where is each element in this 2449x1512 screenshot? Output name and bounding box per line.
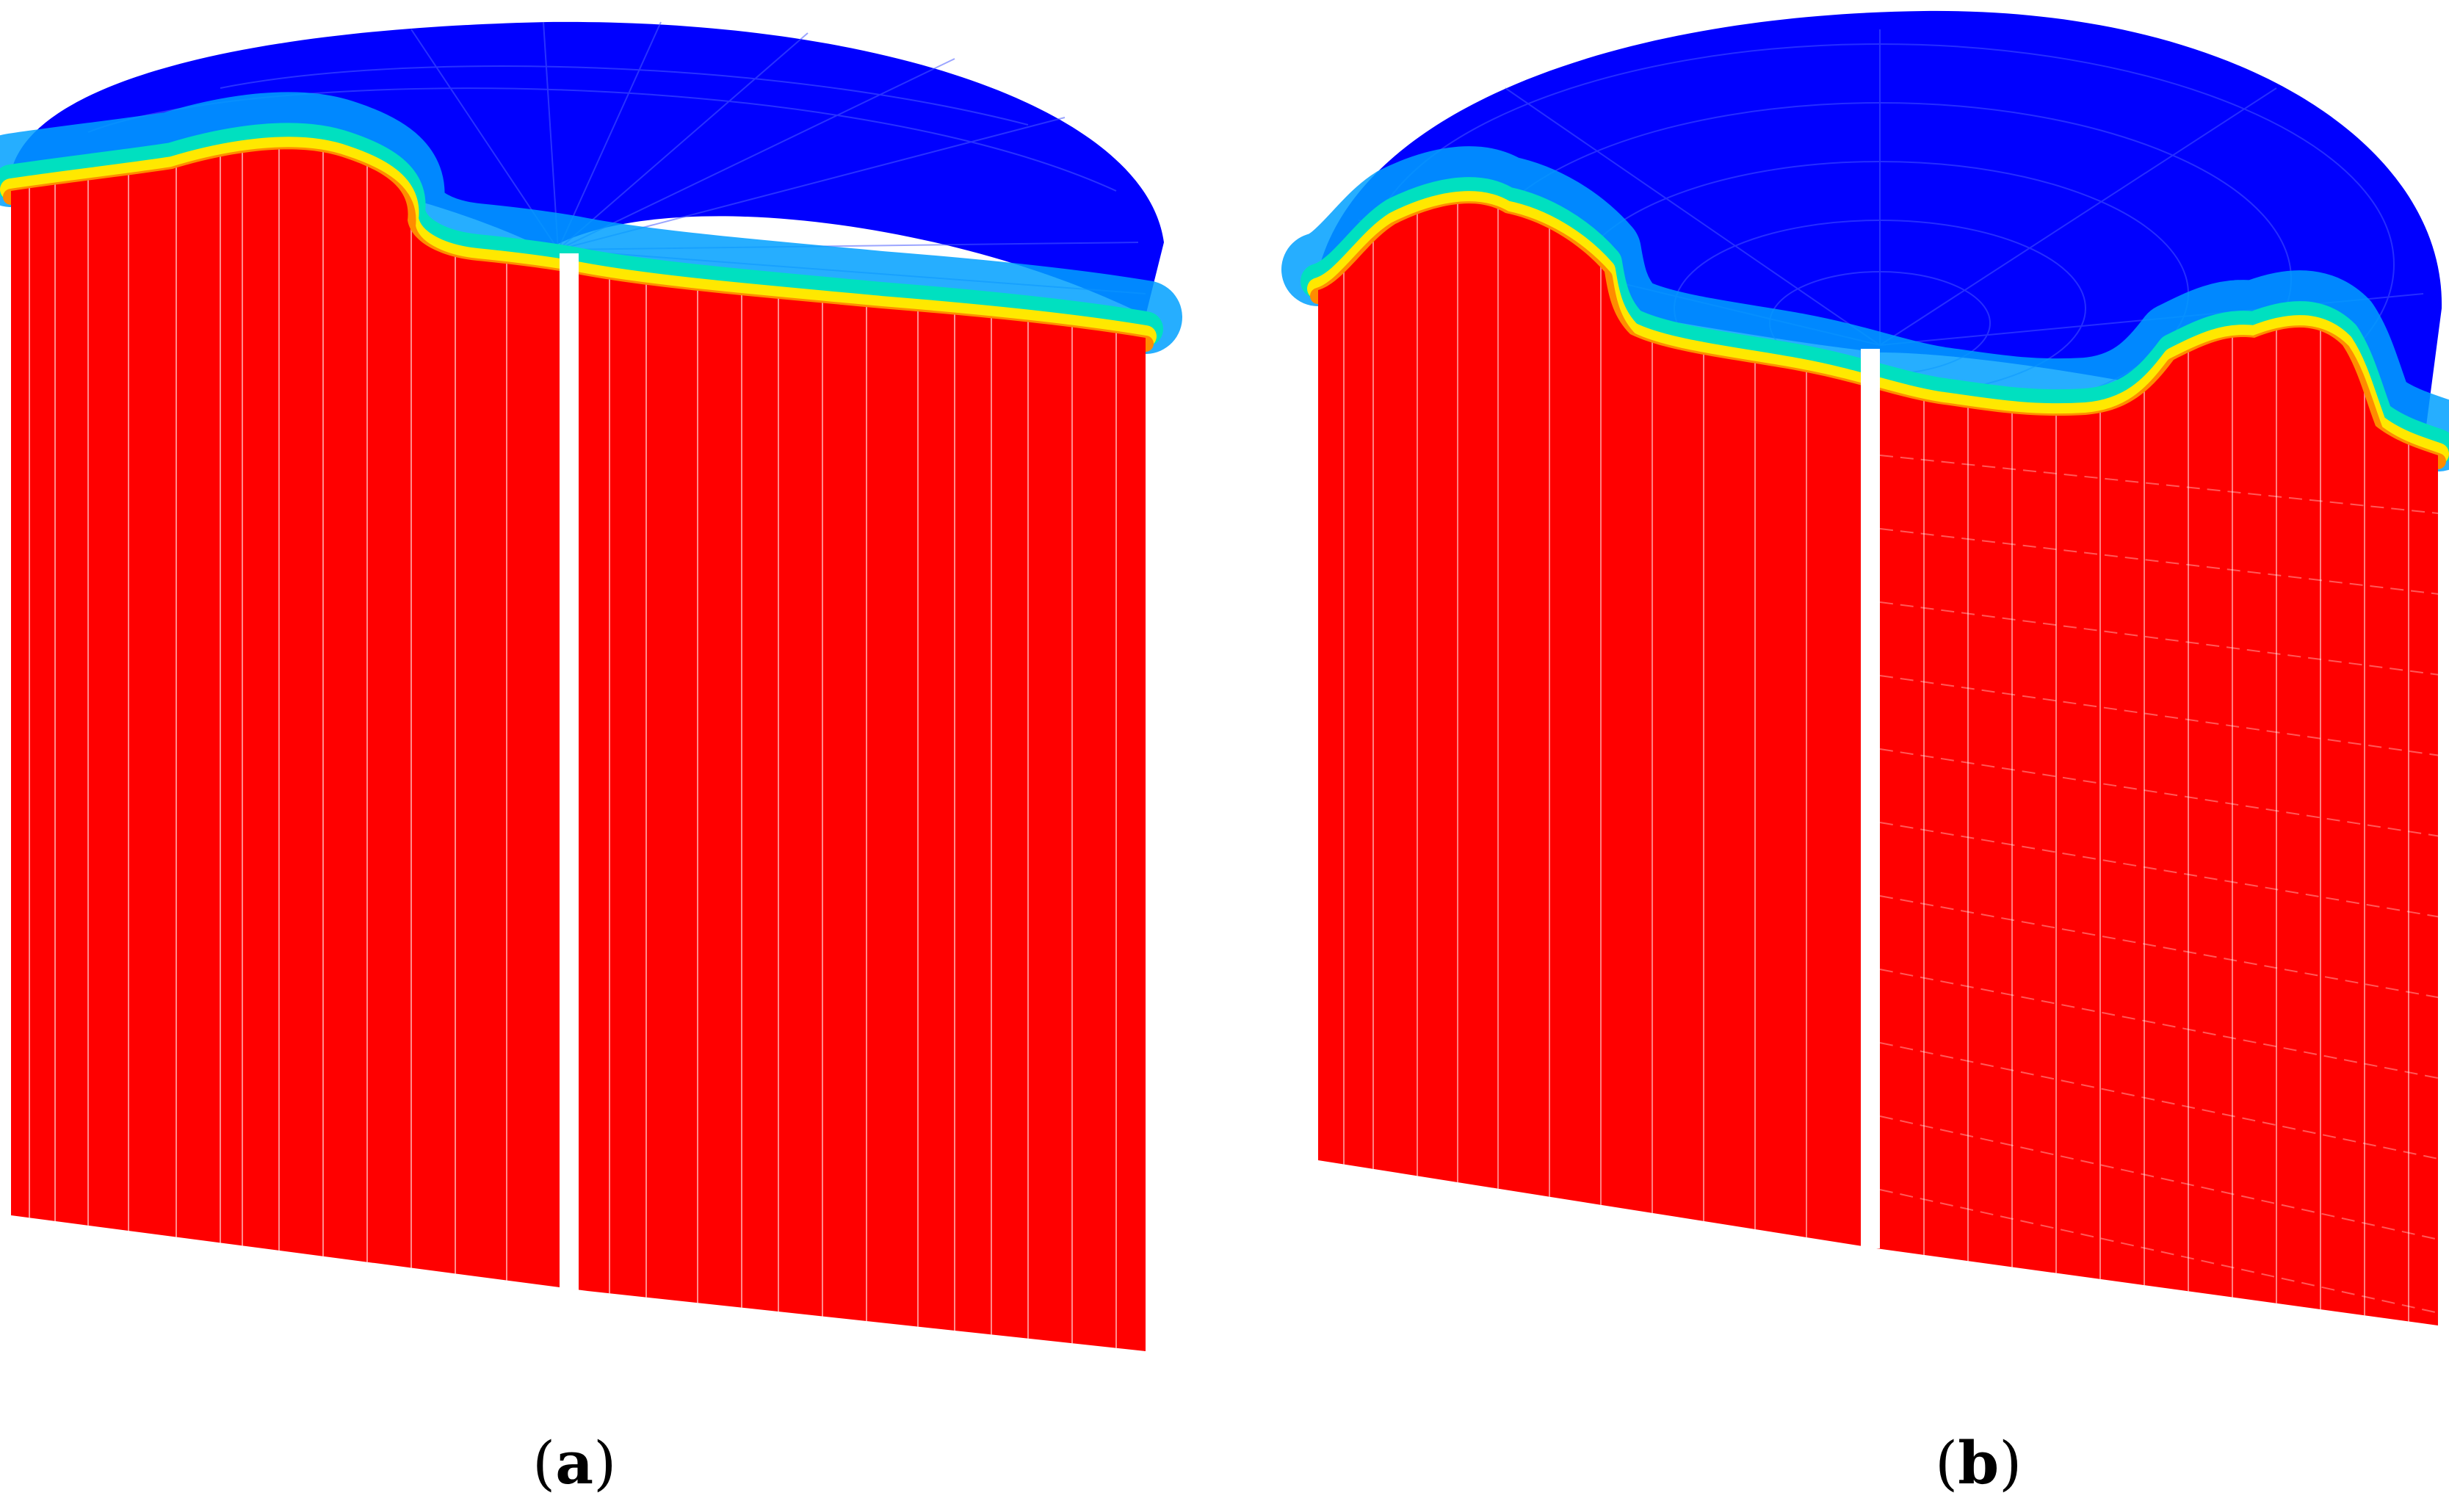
panel-a-vertical-mesh-lines — [29, 149, 1117, 1351]
panel-b-horizontal-mesh-lines — [1879, 455, 2438, 1315]
panel-a — [11, 21, 1164, 1351]
panel-b-central-axis-gap — [1861, 349, 1880, 1248]
panel-a-label: (a) — [532, 1428, 617, 1497]
panel-b-label: (b) — [1935, 1428, 2022, 1497]
panel-a-central-axis-gap — [560, 253, 579, 1296]
panel-b — [1318, 10, 2445, 1326]
